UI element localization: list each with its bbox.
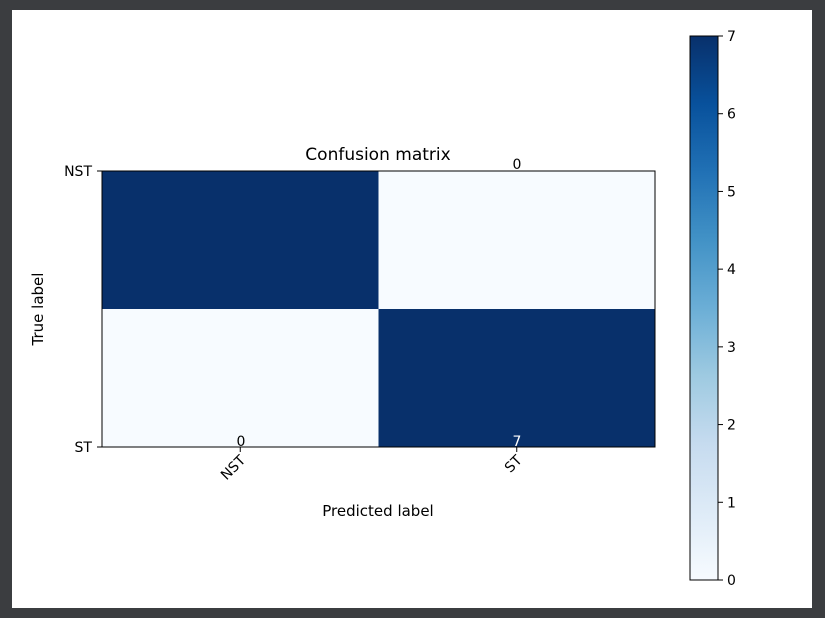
- x-tick-label: ST: [502, 452, 526, 476]
- colorbar-tick-label: 2: [727, 418, 736, 434]
- heatmap-cell-1-1: [378, 309, 655, 447]
- colorbar-ticks: 0 1 2 3 4 5 6 7: [718, 29, 736, 589]
- x-axis-label: Predicted label: [322, 502, 433, 520]
- colorbar-tick-label: 7: [727, 29, 736, 45]
- colorbar-tick-label: 5: [727, 184, 736, 200]
- axes-frame: [101, 170, 656, 448]
- cell-value-1-1: 7: [513, 434, 522, 450]
- y-tick-label: ST: [75, 440, 93, 456]
- chart-title: Confusion matrix: [305, 145, 450, 165]
- confusion-matrix-chart: Confusion matrix 0 0 7 NST ST NST ST Predicte…: [29, 29, 736, 589]
- figure: Confusion matrix 0 0 7 NST ST NST ST Predicte…: [12, 10, 812, 608]
- colorbar-tick-label: 0: [727, 573, 736, 589]
- y-axis-label: True label: [29, 273, 47, 347]
- cell-value-1-0: 0: [237, 434, 246, 450]
- axis-ticks: NST ST NST ST: [64, 164, 526, 484]
- colorbar-tick-label: 4: [727, 262, 736, 278]
- y-tick-label: NST: [64, 164, 92, 180]
- cell-value-0-1: 0: [513, 157, 522, 173]
- heatmap-cell-0-1: [378, 171, 655, 309]
- x-tick-label: NST: [218, 452, 249, 483]
- heatmap-cell-1-0: [102, 309, 379, 447]
- heatmap-cells: [102, 171, 655, 447]
- colorbar-tick-label: 3: [727, 340, 736, 356]
- colorbar: [689, 35, 719, 581]
- heatmap-cell-0-0: [102, 171, 379, 309]
- colorbar-tick-label: 1: [727, 495, 736, 511]
- cell-labels: 0 0 7: [237, 157, 522, 450]
- colorbar-tick-label: 6: [727, 107, 736, 123]
